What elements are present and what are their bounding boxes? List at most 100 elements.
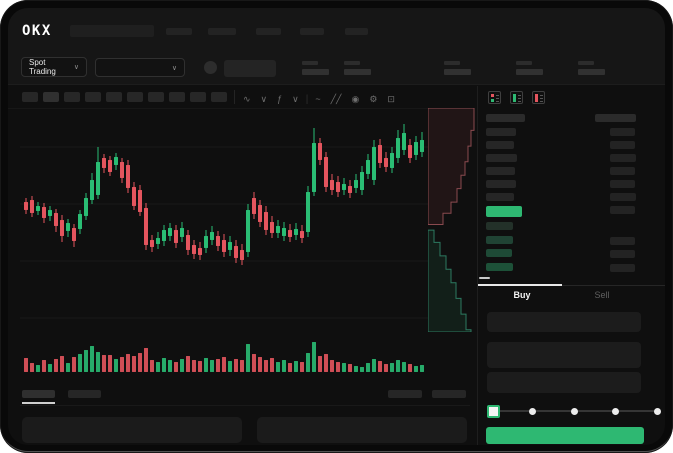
slider-stop-50[interactable]	[570, 407, 578, 415]
volume-bar	[402, 362, 406, 372]
ask-price[interactable]	[486, 180, 516, 188]
candle	[342, 184, 346, 190]
toolbar-divider	[8, 108, 470, 109]
slider-stop-0[interactable]	[487, 405, 500, 418]
bids-book-icon[interactable]	[510, 91, 523, 104]
volume-bar	[180, 359, 184, 372]
last-price-badge[interactable]	[486, 206, 522, 217]
draw-tool-icon[interactable]: ╱╱	[330, 94, 342, 104]
ask-price[interactable]	[486, 167, 515, 175]
volume-bar	[126, 354, 130, 372]
total-field[interactable]	[487, 372, 641, 393]
timeframe-button[interactable]	[106, 92, 122, 102]
ask-amount	[610, 141, 635, 149]
timeframe-button[interactable]	[148, 92, 164, 102]
volume-bar	[252, 354, 256, 372]
ask-price[interactable]	[486, 154, 517, 162]
candle	[84, 198, 88, 216]
orderbook-more-indicator[interactable]	[479, 277, 490, 279]
pair-name-placeholder	[224, 60, 276, 77]
nav-item-5[interactable]	[345, 28, 368, 35]
search-placeholder[interactable]	[70, 25, 154, 37]
ticker-stat	[516, 61, 543, 75]
candle-style-icon[interactable]: ∿	[243, 94, 251, 104]
volume-bar	[408, 364, 412, 372]
candle	[258, 205, 262, 222]
buy-button[interactable]	[486, 427, 644, 444]
bid-amount	[610, 237, 635, 245]
chevron-down-icon[interactable]: ∨	[260, 94, 268, 104]
market-type-selector[interactable]: Spot Trading ∨	[21, 57, 87, 77]
settings-icon[interactable]: ⚙	[369, 94, 378, 104]
bid-price[interactable]	[486, 249, 512, 257]
asks-book-icon[interactable]	[532, 91, 545, 104]
nav-item-1[interactable]	[166, 28, 192, 35]
volume-bar	[282, 360, 286, 372]
volume-bar	[84, 350, 88, 372]
candle	[366, 160, 370, 174]
timeframe-button[interactable]	[85, 92, 101, 102]
candle	[168, 228, 172, 236]
slider-stop-25[interactable]	[529, 407, 536, 415]
price-field[interactable]	[487, 312, 641, 332]
timeframe-button[interactable]	[190, 92, 206, 102]
timeframe-button[interactable]	[43, 92, 59, 102]
candle	[114, 157, 118, 165]
ask-price[interactable]	[486, 128, 516, 136]
candle	[216, 236, 220, 246]
bid-price[interactable]	[486, 263, 513, 271]
ask-price[interactable]	[486, 141, 514, 149]
active-tab-indicator	[478, 284, 562, 286]
camera-icon[interactable]: ◉	[351, 94, 360, 104]
volume-bar	[372, 359, 376, 372]
nav-item-4[interactable]	[300, 28, 324, 35]
combined-book-icon[interactable]	[488, 91, 501, 104]
volume-bar	[210, 360, 214, 372]
nav-item-2[interactable]	[208, 28, 236, 35]
volume-bar	[240, 360, 244, 372]
fullscreen-icon[interactable]: ⊡	[387, 94, 395, 104]
timeframe-button[interactable]	[64, 92, 80, 102]
tab-sell[interactable]: Sell	[594, 290, 610, 300]
header-divider	[8, 84, 665, 85]
bid-price[interactable]	[486, 236, 513, 244]
okx-logo: OKX	[22, 23, 52, 39]
amount-field[interactable]	[487, 342, 641, 368]
toolbar-separator	[234, 90, 235, 104]
timeframe-button[interactable]	[22, 92, 38, 102]
slider-stop-100[interactable]	[653, 407, 661, 415]
timeframe-button[interactable]	[211, 92, 227, 102]
candlestick-chart[interactable]	[20, 110, 428, 375]
ask-price[interactable]	[486, 193, 514, 201]
line-tool-icon[interactable]: ~	[315, 94, 321, 104]
chevron-down-icon[interactable]: ∨	[292, 94, 299, 104]
tab-buy[interactable]: Buy	[513, 290, 531, 300]
pair-selector[interactable]: ∨	[95, 58, 185, 77]
bottom-action-button-2[interactable]	[432, 390, 466, 398]
timeframe-button[interactable]	[127, 92, 143, 102]
tabs-divider	[478, 285, 665, 286]
candle	[204, 236, 208, 248]
ticker-stat	[444, 61, 471, 75]
volume-bar	[42, 360, 46, 372]
volume-bar	[36, 365, 40, 372]
bottom-tab-open-orders[interactable]	[22, 390, 55, 398]
depth-chart[interactable]	[428, 108, 478, 332]
volume-bar	[186, 356, 190, 372]
bottom-tab-history[interactable]	[68, 390, 101, 398]
volume-bar	[348, 364, 352, 372]
volume-bar	[114, 359, 118, 372]
pair-icon[interactable]	[204, 61, 217, 74]
volume-bar	[390, 363, 394, 372]
volume-bar	[294, 361, 298, 372]
indicator-icon[interactable]: ƒ	[277, 94, 283, 104]
candle	[408, 145, 412, 158]
volume-bar	[288, 363, 292, 372]
bottom-action-button-1[interactable]	[388, 390, 422, 398]
ticker-stat	[344, 61, 371, 75]
candle	[282, 228, 286, 236]
nav-item-3[interactable]	[256, 28, 281, 35]
timeframe-button[interactable]	[169, 92, 185, 102]
slider-stop-75[interactable]	[612, 407, 619, 415]
bid-price[interactable]	[486, 222, 513, 230]
